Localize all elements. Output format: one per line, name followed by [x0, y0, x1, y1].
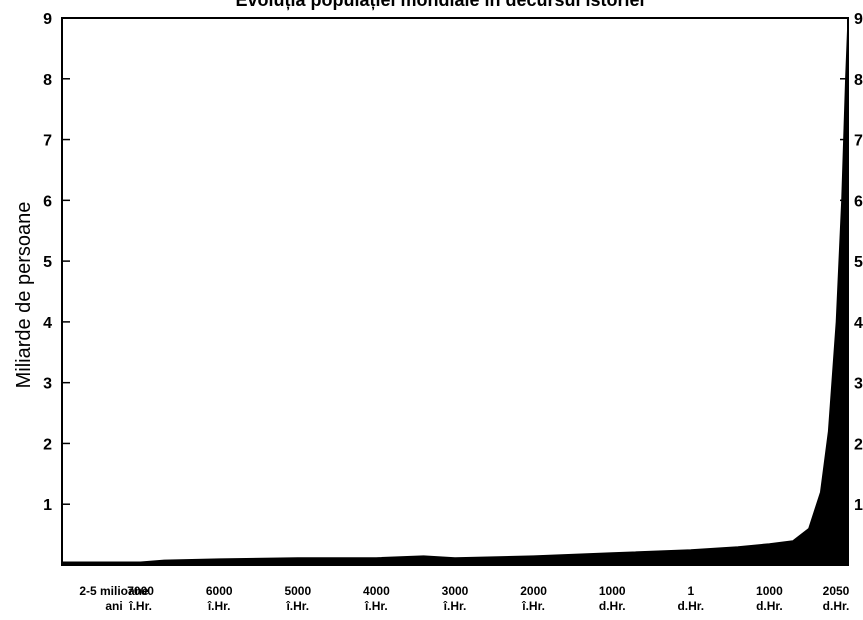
x-tick-label-era: î.Hr.	[207, 599, 231, 613]
x-tick-label-era: d.Hr.	[756, 599, 783, 613]
y-axis-label: Miliarde de persoane	[13, 202, 35, 389]
x-tick-label: 1000	[756, 584, 783, 598]
y-tick-label-left: 1	[43, 497, 52, 514]
y-tick-label-left: 5	[43, 254, 52, 271]
x-tick-label-era: î.Hr.	[364, 599, 388, 613]
x-tick-label: 5000	[284, 584, 311, 598]
y-tick-label-right: 3	[854, 376, 863, 393]
x-tick-label: 2050	[823, 584, 850, 598]
y-tick-label-left: 3	[43, 376, 52, 393]
x-tick-label: 1	[687, 584, 694, 598]
x-tick-label-era: d.Hr.	[823, 599, 850, 613]
y-tick-label-left: 7	[43, 133, 52, 150]
y-tick-label-left: 6	[43, 193, 52, 210]
population-area	[61, 17, 849, 566]
x-tick-label-era: î.Hr.	[443, 599, 467, 613]
x-tick-label-era: î.Hr.	[128, 599, 152, 613]
x-tick-label: 4000	[363, 584, 390, 598]
plot-frame	[61, 17, 849, 566]
y-tick-label-right: 4	[854, 315, 863, 332]
x-tick-label-era: ani	[105, 599, 122, 613]
plot-area: 1 12 23 34 45 56 67 78 89 92-5 milioaneani7000î.H…	[43, 11, 863, 613]
y-tick-label-right: 8	[854, 72, 863, 89]
x-tick-label: 3000	[442, 584, 469, 598]
x-tick-label: 6000	[206, 584, 233, 598]
y-tick-label-right: 7	[854, 133, 863, 150]
y-tick-label-right: 1	[854, 497, 863, 514]
y-tick-label-right: 2	[854, 436, 863, 453]
y-tick-label-left: 4	[43, 315, 52, 332]
x-tick-label-era: d.Hr.	[677, 599, 704, 613]
y-tick-label-left: 8	[43, 72, 52, 89]
y-tick-label-left: 9	[43, 11, 52, 28]
x-tick-label: 2000	[520, 584, 547, 598]
x-tick-label: 1000	[599, 584, 626, 598]
x-tick-label: 7000	[127, 584, 154, 598]
y-tick-label-right: 5	[854, 254, 863, 271]
x-tick-label: 2-5 milioane	[79, 584, 149, 598]
y-tick-label-right: 6	[854, 193, 863, 210]
x-tick-label-era: î.Hr.	[521, 599, 545, 613]
x-tick-label-era: d.Hr.	[599, 599, 626, 613]
x-tick-label-era: î.Hr.	[285, 599, 309, 613]
y-tick-label-right: 9	[854, 11, 863, 28]
chart-title: Evoluția populației mondiale în decursul…	[235, 0, 644, 10]
y-tick-label-left: 2	[43, 436, 52, 453]
